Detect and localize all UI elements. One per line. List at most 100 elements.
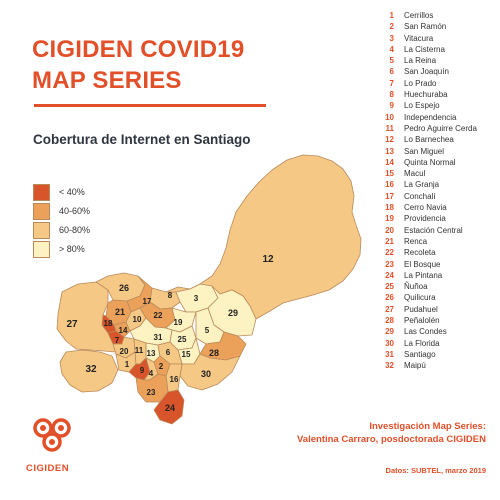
map-label: 5 <box>205 326 210 335</box>
comuna-item: 32 Maipú <box>380 360 498 371</box>
credit-line-1: Investigación Map Series: <box>369 421 486 432</box>
comuna-item: 8 Huechuraba <box>380 89 498 100</box>
legend-swatch <box>33 202 50 220</box>
comuna-item: 9 Lo Espejo <box>380 100 498 111</box>
comuna-name: Santiago <box>404 349 436 359</box>
map-label: 17 <box>143 297 152 306</box>
region-14[interactable] <box>113 321 131 338</box>
comuna-number: 9 <box>389 101 394 111</box>
comuna-number: 14 <box>385 157 394 167</box>
comuna-item: 12 Lo Barnechea <box>380 134 498 145</box>
comuna-number: 7 <box>389 78 394 88</box>
comuna-number: 6 <box>389 67 394 77</box>
map-label: 11 <box>135 346 144 355</box>
comuna-number: 30 <box>385 338 394 348</box>
comuna-name: La Pintana <box>404 270 443 280</box>
comuna-number: 21 <box>385 236 394 246</box>
comuna-item: 28 Peñalolén <box>380 315 498 326</box>
credit-line-2: Valentina Carraro, posdoctorada CIGIDEN <box>297 434 486 445</box>
comuna-number: 3 <box>389 33 394 43</box>
comuna-list: 1 Cerrillos 2 San Ramón 3 Vitacura 4 La Cistern… <box>380 10 498 372</box>
map-label: 7 <box>115 336 120 345</box>
map-label: 21 <box>115 307 125 317</box>
comuna-item: 5 La Reina <box>380 55 498 66</box>
comuna-name: Las Condes <box>404 327 447 337</box>
comuna-item: 25 Ñuñoa <box>380 281 498 292</box>
comuna-number: 32 <box>385 361 394 371</box>
legend-swatch <box>33 240 50 258</box>
comuna-name: La Reina <box>404 56 437 66</box>
map-label: 10 <box>133 315 142 324</box>
comuna-name: El Bosque <box>404 259 441 269</box>
comuna-name: Cerrillos <box>404 11 434 20</box>
comuna-number: 16 <box>385 180 394 190</box>
comuna-item: 2 San Ramón <box>380 21 498 32</box>
map-label: 18 <box>104 319 113 328</box>
credit: Investigación Map Series: Valentina Carr… <box>297 420 486 446</box>
comuna-name: Conchalí <box>404 191 436 201</box>
legend-item: > 80% <box>33 240 90 258</box>
comuna-item: 14 Quinta Normal <box>380 157 498 168</box>
comuna-number: 28 <box>385 316 394 326</box>
comuna-name: Estación Central <box>404 225 463 235</box>
title-line-2: MAP SERIES <box>32 67 182 94</box>
comuna-name: Recoleta <box>404 248 436 258</box>
comuna-item: 3 Vitacura <box>380 33 498 44</box>
comuna-number: 19 <box>385 214 394 224</box>
legend-label: 40-60% <box>59 206 91 216</box>
region-23[interactable] <box>135 373 169 403</box>
comuna-name: Maipú <box>404 361 426 371</box>
comuna-item: 17 Conchalí <box>380 191 498 202</box>
map-label: 19 <box>174 318 183 327</box>
comuna-name: San Miguel <box>404 146 445 156</box>
comuna-number: 17 <box>385 191 394 201</box>
comuna-name: La Florida <box>404 338 440 348</box>
region-32[interactable] <box>59 349 119 393</box>
comuna-number: 25 <box>385 282 394 292</box>
comuna-name: Cerro Navia <box>404 203 447 213</box>
comuna-item: 29 Las Condes <box>380 326 498 337</box>
comuna-item: 26 Quilicura <box>380 292 498 303</box>
data-source: Datos: SUBTEL, marzo 2019 <box>385 466 486 475</box>
comuna-name: Quinta Normal <box>404 157 456 167</box>
map-label: 12 <box>262 254 274 265</box>
comuna-name: La Granja <box>404 180 440 190</box>
legend-label: > 80% <box>59 244 85 254</box>
map-label: 24 <box>165 403 175 413</box>
comuna-name: Renca <box>404 236 428 246</box>
comuna-name: Providencia <box>404 214 446 224</box>
comuna-name: La Cisterna <box>404 44 445 54</box>
comuna-number: 26 <box>385 293 394 303</box>
map-label: 23 <box>147 388 156 397</box>
logo-wordmark: CIGIDEN <box>26 463 70 474</box>
map-label: 3 <box>194 294 199 303</box>
comuna-item: 7 Lo Prado <box>380 78 498 89</box>
region-30[interactable] <box>179 353 241 391</box>
map-subtitle: Cobertura de Internet en Santiago <box>33 132 251 147</box>
map-label: 9 <box>140 366 145 375</box>
comuna-number: 8 <box>389 90 394 100</box>
comuna-item: 19 Providencia <box>380 213 498 224</box>
cigiden-logo <box>33 418 71 452</box>
legend-item: 60-80% <box>33 221 90 239</box>
map-label: 27 <box>66 319 78 330</box>
title-divider <box>34 104 266 107</box>
comuna-item: 31 Santiago <box>380 349 498 360</box>
comuna-name: San Ramón <box>404 22 447 32</box>
comuna-name: Lo Espejo <box>404 101 440 111</box>
map-label: 30 <box>201 369 211 379</box>
legend-label: 60-80% <box>59 225 91 235</box>
comuna-number: 4 <box>389 44 394 54</box>
region-24[interactable] <box>153 389 185 425</box>
map-label: 32 <box>85 364 97 375</box>
map-label: 13 <box>147 349 156 358</box>
comuna-item: 18 Cerro Navia <box>380 202 498 213</box>
map-label: 8 <box>168 291 173 300</box>
comuna-number: 29 <box>385 327 394 337</box>
map-label: 22 <box>154 311 163 320</box>
legend-swatch <box>33 221 50 239</box>
legend: < 40% 40-60% 60-80% > 80% <box>33 183 90 259</box>
comuna-name: Independencia <box>404 112 457 122</box>
comuna-item: 6 San Joaquín <box>380 66 498 77</box>
map-label: 25 <box>178 335 187 344</box>
